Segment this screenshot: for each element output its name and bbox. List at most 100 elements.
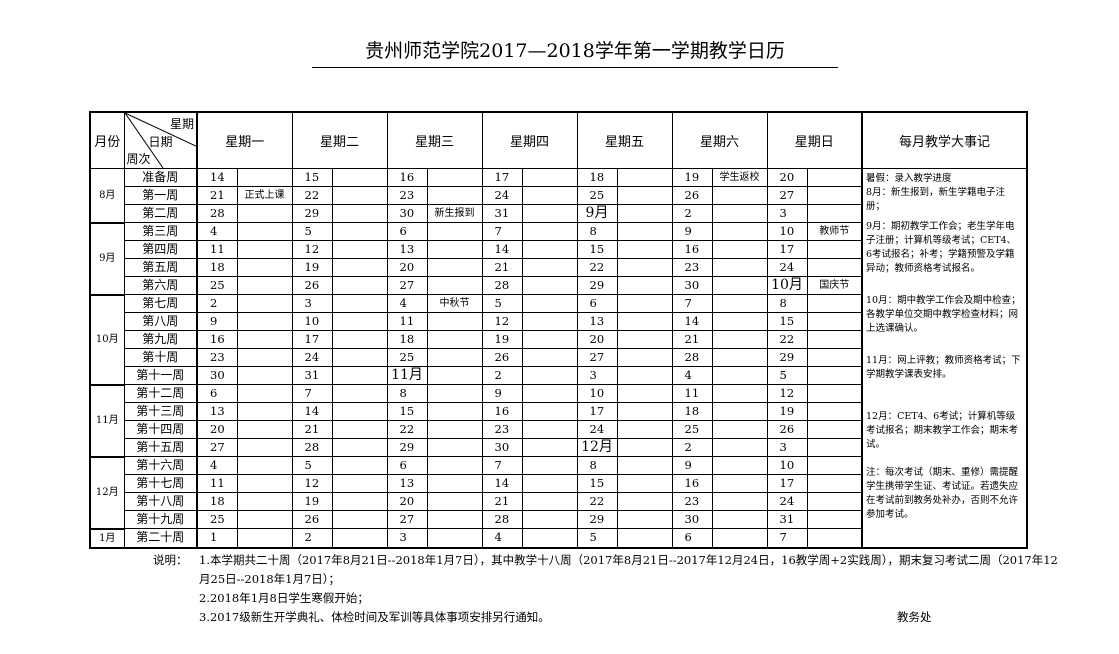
date-cell: 26 <box>291 276 333 295</box>
week-cell: 第九周 <box>123 330 198 349</box>
note-2: 2.2018年1月8日学生寒假开始； <box>199 590 369 605</box>
day-note <box>616 312 673 331</box>
week-row: 第六周 25 26 27 28 29 30 10月 国庆节 <box>90 276 1027 295</box>
note-3: 3.2017级新生开学典礼、体检时间及军训等具体事项安排另行通知。 <box>199 609 550 624</box>
day-note <box>426 222 483 241</box>
day-note <box>711 276 768 295</box>
day-note <box>711 474 768 493</box>
date-cell: 23 <box>196 348 238 367</box>
date-cell: 6 <box>196 384 238 403</box>
month-header: 月份 <box>89 111 125 169</box>
date-cell: 4 <box>196 456 238 475</box>
day-note <box>331 366 388 385</box>
week-cell: 第三周 <box>123 222 198 241</box>
event-paragraph: 暑假：录入教学进度 8月：新生报到，新生学籍电子注册； <box>866 173 1006 212</box>
diag-week: 周次 <box>126 152 151 166</box>
day-note <box>426 384 483 403</box>
date-cell: 19 <box>291 492 333 511</box>
date-cell: 4 <box>386 294 428 313</box>
day-note <box>426 492 483 511</box>
weekday-header: 星期六 <box>671 111 768 169</box>
day-note <box>426 330 483 349</box>
date-cell: 22 <box>291 186 333 205</box>
day-note <box>331 402 388 421</box>
day-note <box>426 168 483 187</box>
day-note <box>521 384 578 403</box>
date-cell: 10 <box>576 384 618 403</box>
week-cell: 第七周 <box>123 294 198 313</box>
day-note <box>331 384 388 403</box>
date-cell: 26 <box>766 420 808 439</box>
date-cell: 18 <box>196 258 238 277</box>
date-cell: 6 <box>386 456 428 475</box>
date-cell: 14 <box>196 168 238 187</box>
day-note <box>521 438 578 457</box>
date-cell: 30 <box>671 510 713 529</box>
note-1: 1.本学期共二十周（2017年8月21日--2018年1月7日），其中教学十八周… <box>199 552 1058 586</box>
day-note: 中秋节 <box>426 294 483 313</box>
date-cell: 8 <box>766 294 808 313</box>
month-cell: 8月 <box>89 168 125 224</box>
date-cell: 12 <box>291 474 333 493</box>
day-note <box>331 186 388 205</box>
day-note <box>426 258 483 277</box>
event-paragraph: 9月：期初教学工作会；老生学年电子注册；计算机等级考试；CET4、6考试报名；补… <box>866 221 1017 274</box>
day-note <box>426 276 483 295</box>
week-cell: 第六周 <box>123 276 198 295</box>
weekday-header: 星期三 <box>386 111 483 169</box>
day-note <box>521 258 578 277</box>
date-cell: 2 <box>291 528 333 548</box>
month-cell: 11月 <box>89 384 125 458</box>
day-note <box>331 510 388 529</box>
diag-date: 日期 <box>148 135 173 149</box>
date-cell: 13 <box>196 402 238 421</box>
notes: 说明： 1.本学期共二十周（2017年8月21日--2018年1月7日），其中教学… <box>153 551 1083 627</box>
week-cell: 第十五周 <box>123 438 198 457</box>
day-note <box>521 186 578 205</box>
day-note <box>521 204 578 223</box>
day-note <box>711 528 768 548</box>
date-cell: 6 <box>671 528 713 548</box>
day-note <box>711 402 768 421</box>
date-cell: 17 <box>766 474 808 493</box>
day-note <box>236 204 293 223</box>
day-note <box>616 186 673 205</box>
date-cell: 9 <box>196 312 238 331</box>
day-note <box>521 456 578 475</box>
date-cell: 28 <box>481 276 523 295</box>
date-cell: 29 <box>291 204 333 223</box>
day-note <box>331 330 388 349</box>
date-cell: 21 <box>291 420 333 439</box>
date-cell: 4 <box>671 366 713 385</box>
date-cell: 21 <box>481 258 523 277</box>
day-note <box>426 528 483 548</box>
date-cell: 8 <box>386 384 428 403</box>
date-cell: 17 <box>291 330 333 349</box>
day-note <box>236 240 293 259</box>
day-note <box>616 258 673 277</box>
day-note <box>236 330 293 349</box>
day-note <box>426 420 483 439</box>
day-note <box>616 438 673 457</box>
day-note <box>711 438 768 457</box>
day-note <box>806 330 863 349</box>
date-cell: 16 <box>481 402 523 421</box>
weekday-header: 星期二 <box>291 111 388 169</box>
day-note <box>426 240 483 259</box>
day-note <box>806 420 863 439</box>
date-cell: 28 <box>671 348 713 367</box>
day-note <box>806 492 863 511</box>
date-cell: 12 <box>766 384 808 403</box>
date-cell: 22 <box>576 258 618 277</box>
date-cell: 2 <box>671 204 713 223</box>
date-cell: 20 <box>766 168 808 187</box>
diagonal-lines <box>124 113 198 168</box>
week-cell: 第十七周 <box>123 474 198 493</box>
day-note <box>616 384 673 403</box>
day-note <box>806 438 863 457</box>
week-row: 第八周 9 10 11 12 13 14 15 <box>90 312 1027 331</box>
date-cell: 27 <box>196 438 238 457</box>
date-cell: 11 <box>671 384 713 403</box>
week-cell: 第八周 <box>123 312 198 331</box>
date-cell: 3 <box>291 294 333 313</box>
